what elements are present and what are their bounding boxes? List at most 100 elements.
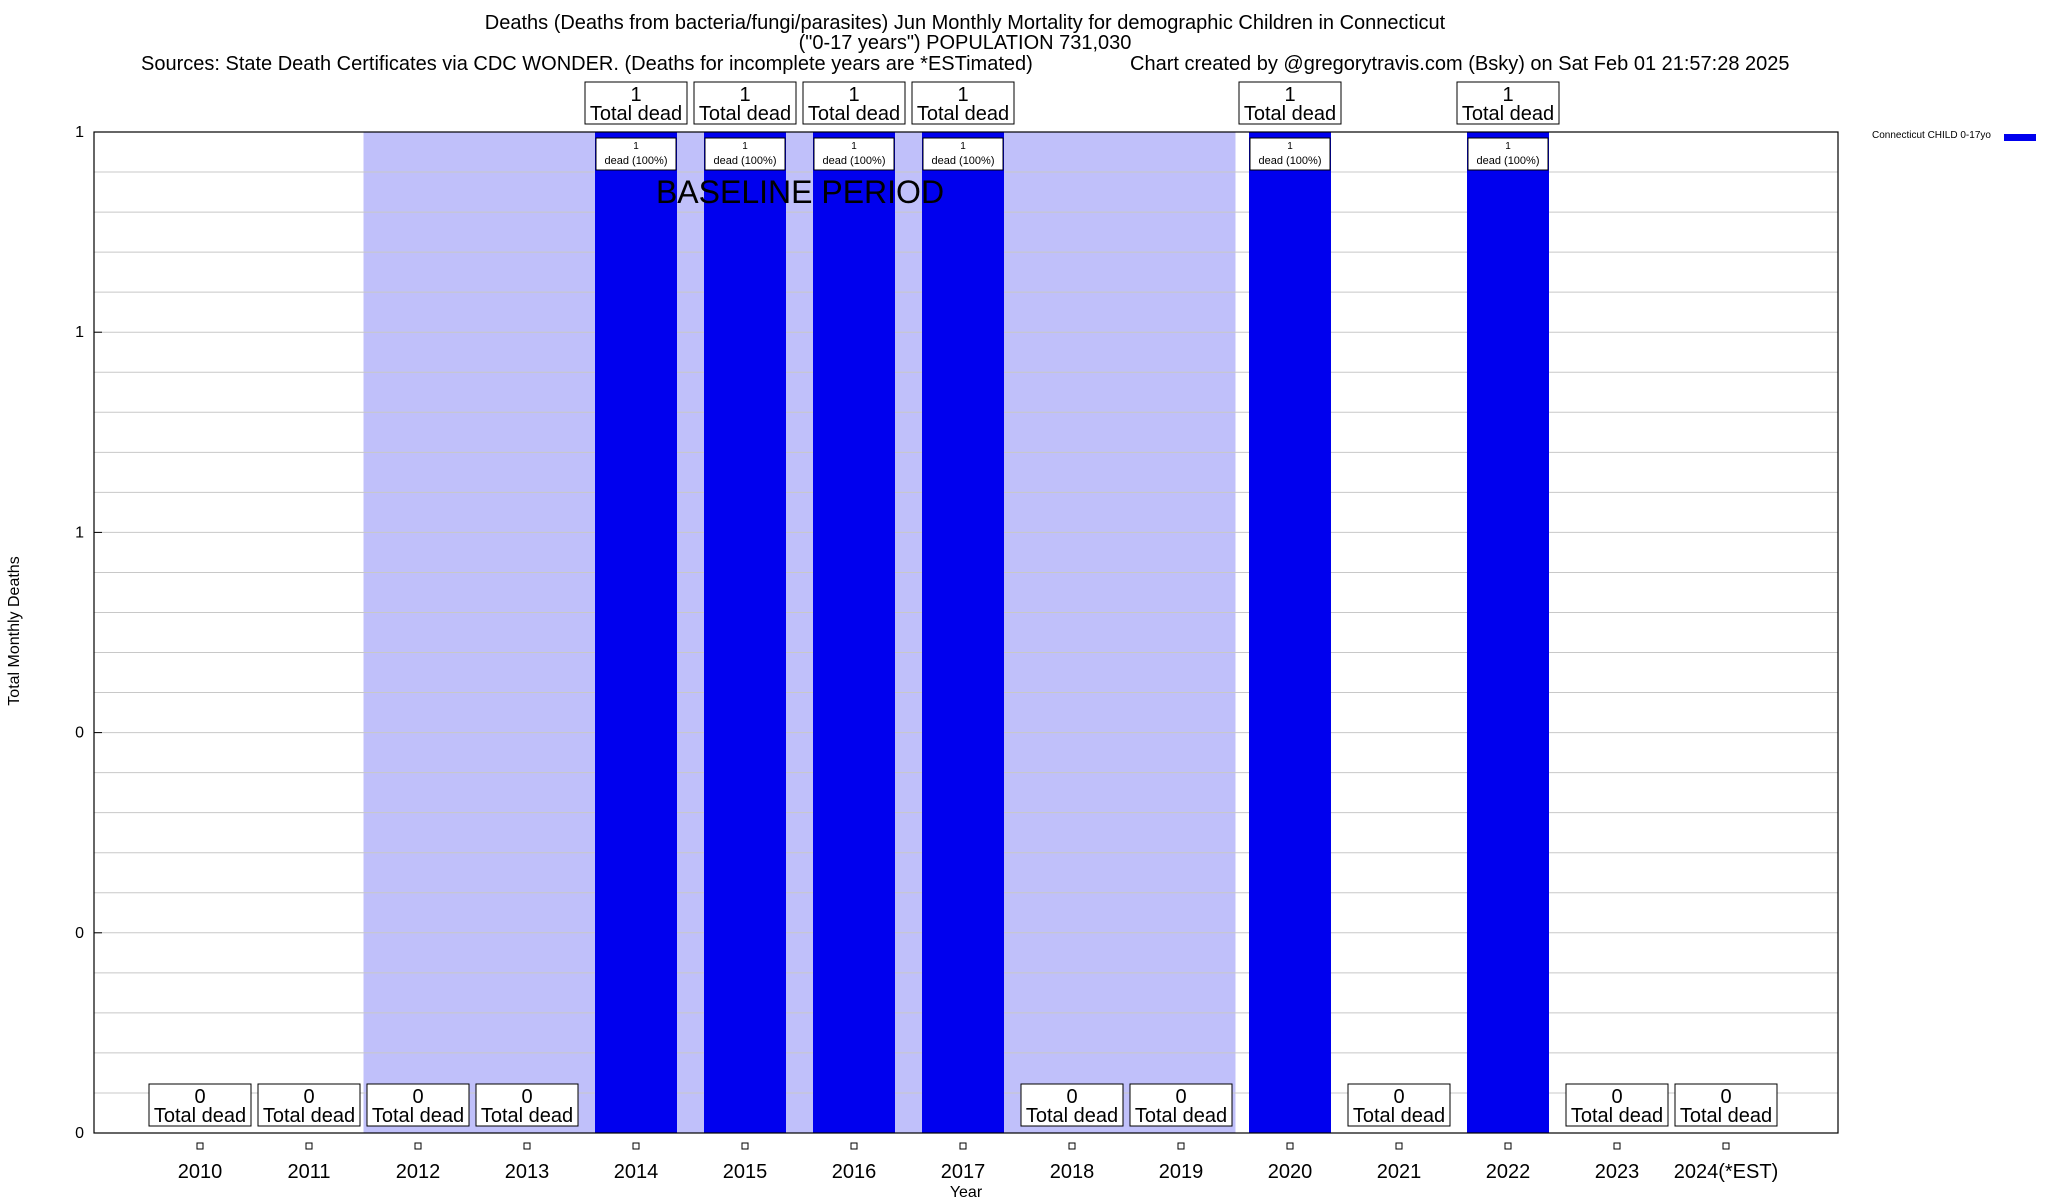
bar-label-pct: dead (100%) — [823, 155, 886, 167]
total-dead-count: 1 — [1284, 84, 1295, 106]
bar-label-count: 1 — [960, 141, 966, 152]
total-dead-label: Total dead — [1244, 103, 1336, 125]
y-tick-label: 0 — [75, 925, 84, 942]
total-dead-box — [1129, 1083, 1233, 1127]
bar-label-box — [1467, 137, 1549, 171]
bar-label-box — [704, 137, 786, 171]
total-dead-box — [1674, 1083, 1778, 1127]
x-tick-marker — [1068, 1142, 1076, 1150]
bar-label-pct: dead (100%) — [714, 155, 777, 167]
x-tick-label: 2015 — [723, 1161, 768, 1183]
x-tick-label: 2018 — [1050, 1161, 1095, 1183]
total-dead-count: 0 — [303, 1086, 314, 1108]
bar-label-pct: dead (100%) — [1259, 155, 1322, 167]
x-tick-label: 2024(*EST) — [1674, 1161, 1779, 1183]
total-dead-count: 1 — [630, 84, 641, 106]
bar-label-pct: dead (100%) — [605, 155, 668, 167]
total-dead-count: 0 — [1611, 1086, 1622, 1108]
y-tick-label: 0 — [75, 1125, 84, 1142]
bar-2020 — [1249, 132, 1331, 1133]
title-line-1: Deaths (Deaths from bacteria/fungi/paras… — [484, 12, 1446, 34]
x-tick-marker — [1286, 1142, 1294, 1150]
legend-swatch — [2004, 134, 2036, 141]
bar-label-pct: dead (100%) — [932, 155, 995, 167]
x-tick-label: 2010 — [178, 1161, 223, 1183]
x-tick-label: 2013 — [505, 1161, 550, 1183]
total-dead-label: Total dead — [590, 103, 682, 125]
total-dead-label: Total dead — [1462, 103, 1554, 125]
total-dead-count: 0 — [1066, 1086, 1077, 1108]
total-dead-label: Total dead — [154, 1105, 246, 1127]
total-dead-count: 1 — [739, 84, 750, 106]
total-dead-count: 0 — [1393, 1086, 1404, 1108]
y-tick-label: 0 — [75, 725, 84, 742]
bar-label-box — [813, 137, 895, 171]
total-dead-label: Total dead — [917, 103, 1009, 125]
bar-label-box — [595, 137, 677, 171]
bar-label-count: 1 — [1505, 141, 1511, 152]
x-tick-marker — [850, 1142, 858, 1150]
bar-2022 — [1467, 132, 1549, 1133]
y-axis-label: Total Monthly Deaths — [6, 556, 23, 706]
x-tick-marker — [1504, 1142, 1512, 1150]
baseline-period-shade — [363, 132, 1236, 1133]
bar-label-pct: dead (100%) — [1477, 155, 1540, 167]
bar-label-count: 1 — [633, 141, 639, 152]
x-tick-marker — [959, 1142, 967, 1150]
x-tick-label: 2011 — [287, 1161, 330, 1183]
y-tick-label: 1 — [75, 524, 84, 541]
bar-label-box — [922, 137, 1004, 171]
total-dead-count: 0 — [1175, 1086, 1186, 1108]
bar-label-count: 1 — [742, 141, 748, 152]
x-tick-label: 2021 — [1377, 1161, 1422, 1183]
x-tick-marker — [632, 1142, 640, 1150]
x-tick-marker — [1177, 1142, 1185, 1150]
x-tick-label: 2012 — [396, 1161, 441, 1183]
total-dead-count: 1 — [957, 84, 968, 106]
total-dead-box — [584, 81, 688, 125]
x-tick-label: 2022 — [1486, 1161, 1531, 1183]
total-dead-count: 0 — [412, 1086, 423, 1108]
legend-label: Connecticut CHILD 0-17yo — [1872, 130, 1991, 141]
x-tick-label: 2017 — [941, 1161, 986, 1183]
x-tick-label: 2016 — [832, 1161, 877, 1183]
total-dead-count: 0 — [521, 1086, 532, 1108]
total-dead-box — [257, 1083, 361, 1127]
x-tick-marker — [1395, 1142, 1403, 1150]
total-dead-box — [366, 1083, 470, 1127]
total-dead-count: 1 — [1502, 84, 1513, 106]
x-tick-label: 2020 — [1268, 1161, 1313, 1183]
x-tick-marker — [305, 1142, 313, 1150]
total-dead-label: Total dead — [808, 103, 900, 125]
x-tick-label: 2014 — [614, 1161, 659, 1183]
x-tick-label: 2023 — [1595, 1161, 1640, 1183]
total-dead-count: 1 — [848, 84, 859, 106]
bar-2016 — [813, 132, 895, 1133]
total-dead-box — [1238, 81, 1342, 125]
total-dead-box — [1456, 81, 1560, 125]
bar-2014 — [595, 132, 677, 1133]
total-dead-count: 0 — [1720, 1086, 1731, 1108]
y-tick-label: 1 — [75, 324, 84, 341]
x-tick-marker — [1613, 1142, 1621, 1150]
total-dead-label: Total dead — [1680, 1105, 1772, 1127]
total-dead-count: 0 — [194, 1086, 205, 1108]
x-tick-marker — [414, 1142, 422, 1150]
total-dead-label: Total dead — [1353, 1105, 1445, 1127]
plot-frame — [93, 131, 1839, 1134]
x-tick-marker — [196, 1142, 204, 1150]
x-tick-marker — [1722, 1142, 1730, 1150]
total-dead-box — [148, 1083, 252, 1127]
x-tick-marker — [523, 1142, 531, 1150]
total-dead-label: Total dead — [1135, 1105, 1227, 1127]
total-dead-label: Total dead — [372, 1105, 464, 1127]
total-dead-box — [1347, 1083, 1451, 1127]
bar-label-box — [1249, 137, 1331, 171]
x-axis-label: Year — [950, 1184, 983, 1200]
y-tick-label: 1 — [75, 124, 84, 141]
x-tick-label: 2019 — [1159, 1161, 1204, 1183]
total-dead-label: Total dead — [263, 1105, 355, 1127]
total-dead-label: Total dead — [481, 1105, 573, 1127]
total-dead-box — [1565, 1083, 1669, 1127]
